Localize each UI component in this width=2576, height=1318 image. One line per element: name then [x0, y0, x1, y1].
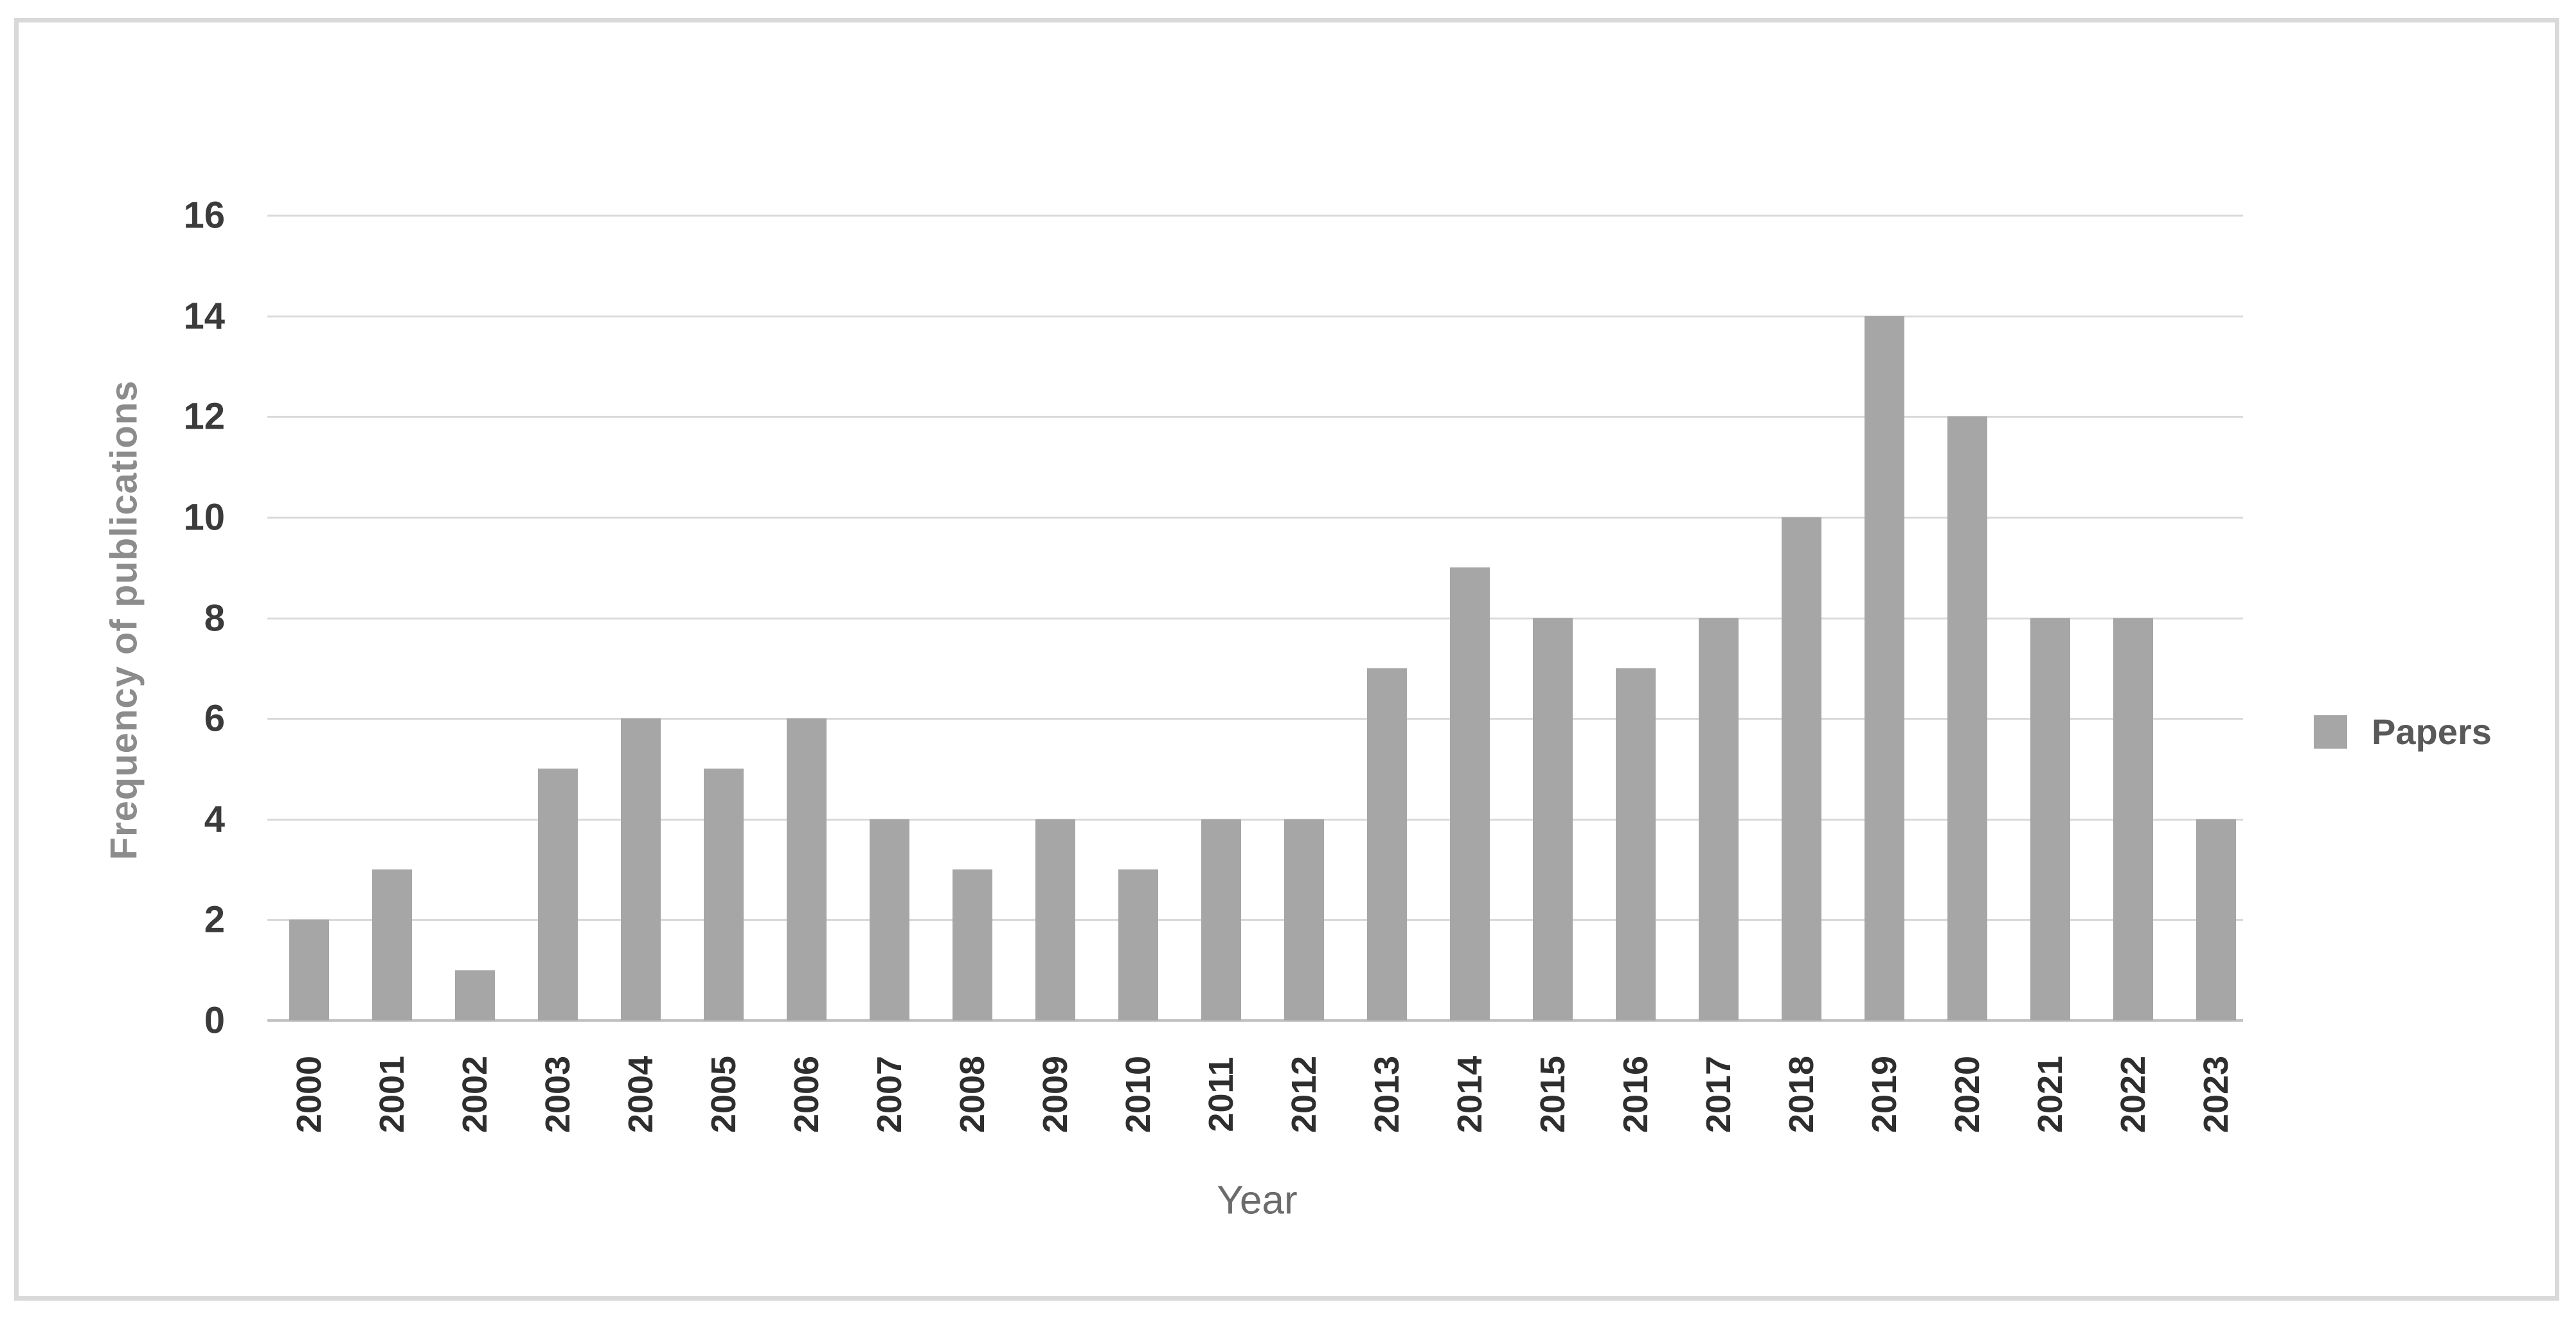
legend: Papers: [2314, 711, 2492, 753]
y-tick-16: 16: [183, 194, 225, 236]
y-tick-10: 10: [183, 496, 225, 539]
y-tick-6: 6: [204, 697, 225, 740]
bar-2009: [1035, 819, 1075, 1020]
y-tick-12: 12: [183, 395, 225, 438]
x-tick-2023: 2023: [2196, 1055, 2235, 1134]
bar-2016: [1615, 668, 1656, 1020]
x-tick-2016: 2016: [1616, 1055, 1655, 1134]
x-tick-2014: 2014: [1450, 1055, 1489, 1134]
legend-swatch-icon: [2314, 715, 2347, 749]
bar-2023: [2196, 819, 2236, 1020]
bar-2002: [454, 970, 495, 1020]
x-tick-2006: 2006: [787, 1055, 826, 1134]
bar-2007: [869, 819, 909, 1020]
bar-2003: [537, 769, 578, 1020]
gridline: [267, 919, 2243, 922]
bar-2015: [1532, 618, 1573, 1020]
x-tick-2004: 2004: [621, 1055, 660, 1134]
bar-2017: [1698, 618, 1739, 1020]
bar-2012: [1284, 819, 1324, 1020]
y-tick-8: 8: [204, 597, 225, 639]
bar-2019: [1864, 316, 1904, 1020]
x-tick-2009: 2009: [1035, 1055, 1075, 1134]
y-tick-4: 4: [204, 798, 225, 841]
x-tick-2010: 2010: [1118, 1055, 1158, 1134]
bar-2005: [703, 769, 744, 1020]
bar-2021: [2030, 618, 2070, 1020]
y-tick-0: 0: [204, 999, 225, 1042]
y-tick-14: 14: [183, 295, 225, 337]
y-tick-2: 2: [204, 898, 225, 941]
x-tick-2003: 2003: [538, 1055, 577, 1134]
x-tick-2020: 2020: [1947, 1055, 1987, 1134]
bar-2001: [371, 869, 412, 1020]
x-tick-2018: 2018: [1782, 1055, 1821, 1134]
bar-2020: [1947, 416, 1987, 1020]
bar-2004: [620, 718, 661, 1020]
gridline: [267, 818, 2243, 821]
x-tick-2021: 2021: [2030, 1055, 2070, 1134]
bar-2008: [952, 869, 992, 1020]
x-tick-2013: 2013: [1367, 1055, 1406, 1134]
x-tick-2007: 2007: [870, 1055, 909, 1134]
x-tick-2019: 2019: [1865, 1055, 1904, 1134]
gridline: [267, 416, 2243, 418]
x-tick-2017: 2017: [1699, 1055, 1738, 1134]
x-tick-2012: 2012: [1284, 1055, 1323, 1134]
bar-2018: [1781, 517, 1821, 1020]
bar-2000: [289, 920, 329, 1020]
x-axis-line: [267, 1019, 2243, 1022]
x-tick-2011: 2011: [1201, 1056, 1240, 1132]
bar-2022: [2113, 618, 2153, 1020]
bar-2006: [786, 718, 827, 1020]
gridline: [267, 315, 2243, 317]
bar-2011: [1201, 819, 1241, 1020]
gridline: [267, 516, 2243, 519]
x-tick-2002: 2002: [455, 1055, 494, 1134]
bar-2014: [1449, 567, 1490, 1020]
x-axis-title: Year: [1217, 1178, 1298, 1223]
legend-label: Papers: [2372, 711, 2492, 752]
bar-2010: [1118, 869, 1158, 1020]
x-tick-2001: 2001: [372, 1055, 411, 1134]
bar-2013: [1366, 668, 1407, 1020]
x-tick-2000: 2000: [289, 1055, 328, 1134]
x-tick-2005: 2005: [704, 1055, 743, 1134]
x-tick-2022: 2022: [2113, 1055, 2152, 1134]
gridline: [267, 215, 2243, 217]
gridline: [267, 718, 2243, 720]
gridline: [267, 617, 2243, 619]
x-tick-2015: 2015: [1533, 1055, 1572, 1134]
x-tick-2008: 2008: [953, 1055, 992, 1134]
